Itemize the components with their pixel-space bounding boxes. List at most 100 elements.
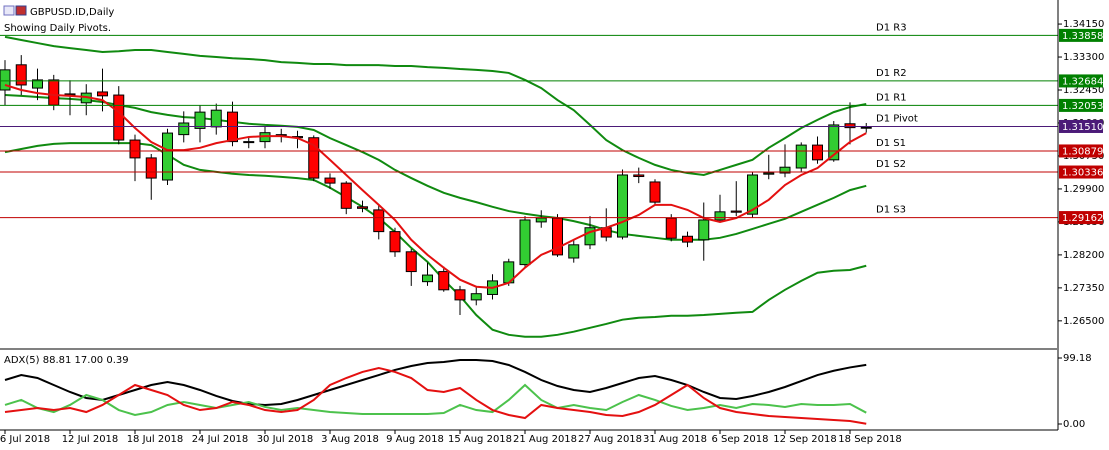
price-box xyxy=(1059,119,1103,133)
pivot-label: D1 S2 xyxy=(876,159,906,170)
y-tick-label: 1.26500 xyxy=(1063,316,1104,327)
pivot-label: D1 S1 xyxy=(876,138,906,149)
price-box xyxy=(1059,28,1103,42)
candle-body xyxy=(389,231,401,253)
candle-body xyxy=(340,182,352,209)
candle-body xyxy=(617,174,628,238)
candle-body xyxy=(243,141,255,144)
x-tick-label: 12 Jul 2018 xyxy=(62,434,119,445)
candle-body xyxy=(373,209,385,233)
candle-body xyxy=(665,217,677,239)
x-tick-label: 3 Aug 2018 xyxy=(321,434,379,445)
x-tick-label: 31 Aug 2018 xyxy=(643,434,707,445)
adx-line xyxy=(4,358,867,406)
price-box-label: 1.32053 xyxy=(1062,101,1103,112)
indicator-line xyxy=(4,84,867,289)
x-tick-label: 27 Aug 2018 xyxy=(578,434,642,445)
chart-subtitle: Showing Daily Pivots. xyxy=(4,23,111,34)
price-box xyxy=(1059,98,1103,112)
icon xyxy=(3,5,15,16)
x-tick-label: 18 Sep 2018 xyxy=(838,434,901,445)
price-box-label: 1.30879 xyxy=(1062,146,1103,157)
candle-body xyxy=(649,181,661,203)
y-tick-label: 1.33300 xyxy=(1063,52,1104,63)
plot-back: 1.341501.333001.324501.316001.307501.299… xyxy=(0,19,1104,445)
candle-body xyxy=(698,219,710,241)
indicator-title: ADX(5) 88.81 17.00 0.39 xyxy=(4,355,129,366)
candle-body xyxy=(519,219,531,266)
candle-body xyxy=(178,122,190,136)
x-tick-label: 30 Jul 2018 xyxy=(257,434,314,445)
candle-body xyxy=(194,111,206,129)
candle-body xyxy=(0,69,11,91)
candle-body xyxy=(779,166,791,174)
y-tick-label: 0.00 xyxy=(1063,419,1085,430)
candle-body xyxy=(162,132,173,181)
candle-body xyxy=(795,144,807,169)
price-box-label: 1.32684 xyxy=(1062,76,1103,87)
candle-body xyxy=(535,217,547,223)
x-tick-label: 9 Aug 2018 xyxy=(386,434,444,445)
candle-body xyxy=(730,210,742,213)
candle-body xyxy=(145,157,157,179)
candle-body xyxy=(714,211,726,221)
candle-body xyxy=(747,174,758,215)
y-tick-label: 99.18 xyxy=(1063,353,1092,364)
price-box-label: 1.29162 xyxy=(1062,213,1103,224)
price-box xyxy=(1059,211,1103,225)
candle-body xyxy=(860,126,872,129)
candle-body xyxy=(405,251,417,273)
price-box-label: 1.30336 xyxy=(1062,168,1103,179)
price-box xyxy=(1059,144,1103,158)
pivot-label: D1 R2 xyxy=(876,68,907,79)
price-box xyxy=(1059,74,1103,88)
x-tick-label: 6 Jul 2018 xyxy=(0,434,50,445)
candle-body xyxy=(113,94,125,141)
chart-title: GBPUSD.ID,Daily xyxy=(30,7,114,18)
candle-body xyxy=(763,172,775,175)
pivot-label: D1 Pivot xyxy=(876,113,918,124)
x-tick-label: 15 Aug 2018 xyxy=(448,434,512,445)
x-tick-label: 6 Sep 2018 xyxy=(711,434,768,445)
candle-body xyxy=(568,244,580,259)
candle-body xyxy=(584,227,596,246)
candle-body xyxy=(470,293,482,301)
indicator-line xyxy=(4,94,867,241)
indicator-line xyxy=(4,35,867,176)
symbol-icon xyxy=(3,5,27,16)
candle-body xyxy=(97,91,108,97)
candle-body xyxy=(129,139,141,159)
candle-body xyxy=(454,289,466,301)
candle-body xyxy=(682,235,693,243)
candle-body xyxy=(15,64,27,86)
candle-body xyxy=(844,123,856,129)
y-tick-label: 1.28200 xyxy=(1063,250,1104,261)
candle-body xyxy=(48,79,60,106)
indicator-line xyxy=(4,142,867,338)
adx-line xyxy=(4,383,867,417)
price-box-label: 1.33858 xyxy=(1062,31,1103,42)
candle-body xyxy=(210,109,222,128)
pivot-label: D1 R3 xyxy=(876,22,907,33)
candle-body xyxy=(324,177,336,184)
candle-body xyxy=(812,144,823,161)
pivot-label: D1 S3 xyxy=(876,205,906,216)
candle-body xyxy=(828,124,840,161)
candle-body xyxy=(32,79,43,89)
candle-body xyxy=(422,274,433,283)
y-tick-label: 1.27350 xyxy=(1063,283,1104,294)
y-tick-label: 1.32450 xyxy=(1063,85,1104,96)
adx-line xyxy=(4,366,867,425)
pivot-label: D1 R1 xyxy=(876,92,907,103)
plot-front: D1 R3 1.33858 D1 R2 1.32684 D1 R1 1.32053 D1 P… xyxy=(0,22,1103,425)
x-tick-label: 12 Sep 2018 xyxy=(773,434,836,445)
y-tick-label: 1.34150 xyxy=(1063,19,1104,30)
price-box-label: 1.31510 xyxy=(1062,122,1103,133)
x-tick-label: 24 Jul 2018 xyxy=(192,434,249,445)
x-tick-label: 21 Aug 2018 xyxy=(513,434,577,445)
price-box xyxy=(1059,165,1103,179)
candle-body xyxy=(633,174,645,178)
candle-body xyxy=(357,206,368,209)
y-tick-label: 1.29900 xyxy=(1063,184,1104,195)
